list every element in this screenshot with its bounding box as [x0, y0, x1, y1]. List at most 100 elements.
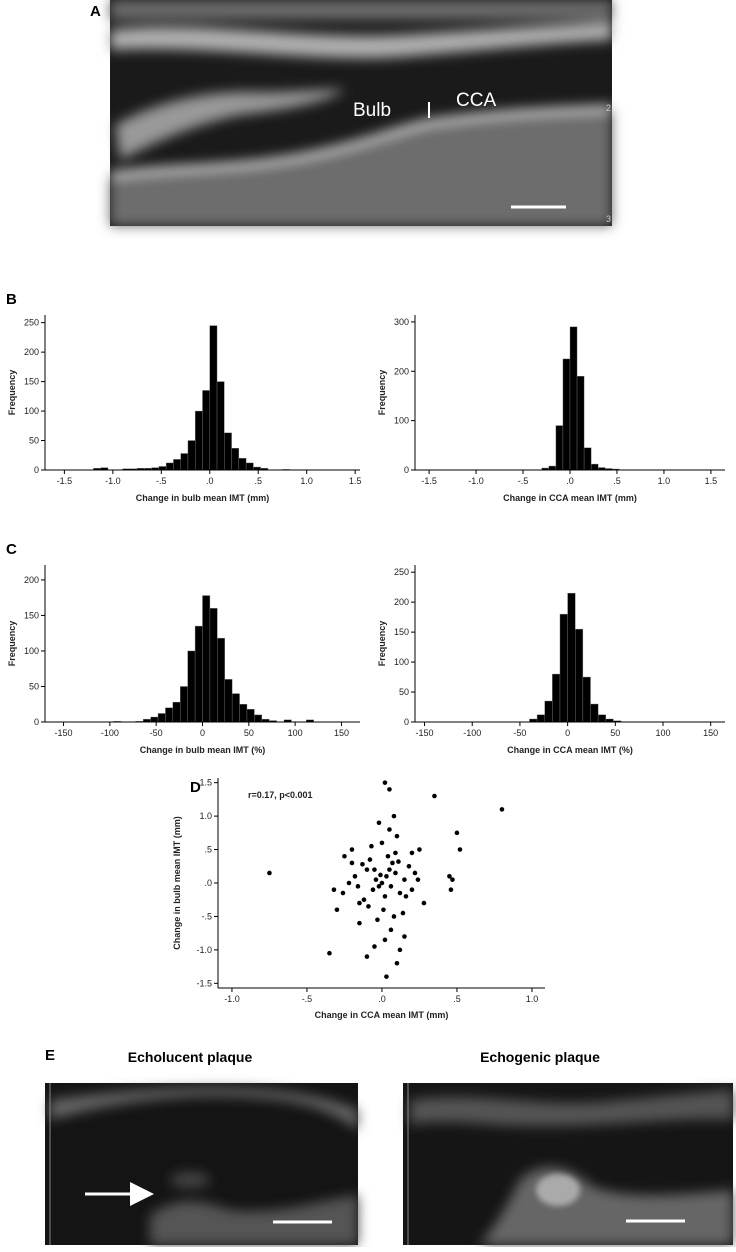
bar [239, 704, 248, 723]
bar [552, 673, 561, 723]
point [382, 780, 388, 785]
x-tick-label: 150 [703, 728, 718, 738]
point [394, 833, 400, 839]
x-tick-label: -1.5 [57, 476, 73, 486]
x-axis-title: Change in bulb mean IMT (%) [140, 745, 266, 755]
y-tick-label: 50 [29, 681, 39, 691]
y-tick-label: 200 [394, 366, 409, 376]
panel-label: A [90, 3, 101, 20]
point [376, 884, 382, 889]
bar [555, 425, 564, 471]
x-tick-label: 1.0 [300, 476, 313, 486]
bar [150, 716, 159, 723]
point [396, 859, 401, 864]
point [355, 884, 361, 889]
y-tick-label: 0 [404, 465, 409, 475]
y-tick-label: 50 [29, 436, 39, 446]
point [360, 861, 365, 867]
bar [231, 447, 240, 471]
point [382, 894, 388, 899]
x-tick-label: -150 [416, 728, 434, 738]
point [379, 840, 385, 846]
y-axis-title: Frequency [7, 370, 17, 416]
x-tick-label: 0 [200, 728, 205, 738]
bar [231, 693, 240, 723]
x-axis-title: Change in CCA mean IMT (mm) [315, 1010, 449, 1020]
y-tick-label: 1.5 [199, 778, 212, 788]
point [390, 860, 395, 866]
image-label: CCA [456, 90, 496, 111]
point [370, 887, 376, 892]
point [403, 894, 409, 899]
y-tick-label: 200 [24, 347, 39, 357]
y-tick-label: 100 [394, 657, 409, 667]
panel-label: C [6, 541, 17, 558]
image-title: Echogenic plaque [480, 1049, 600, 1065]
x-tick-label: -50 [513, 728, 526, 738]
y-tick-label: 50 [399, 687, 409, 697]
y-tick-label: 0 [404, 717, 409, 727]
point [384, 974, 389, 979]
bar [180, 453, 189, 471]
y-tick-label: 0 [34, 717, 39, 727]
point [406, 863, 412, 869]
point [366, 904, 371, 909]
x-tick-label: -50 [150, 728, 163, 738]
y-tick-label: 150 [24, 610, 39, 620]
point [352, 874, 358, 879]
bar [597, 714, 606, 723]
bar [158, 466, 167, 471]
bar [590, 463, 599, 471]
x-tick-label: .0 [378, 994, 386, 1004]
panel-label: D [190, 779, 201, 796]
point [387, 867, 392, 872]
ultrasound-image [109, 0, 613, 226]
point [454, 830, 460, 836]
bar [157, 713, 166, 723]
bar [202, 390, 210, 471]
bar [187, 650, 196, 723]
point [340, 890, 346, 896]
x-tick-label: .5 [453, 994, 461, 1004]
bar [569, 326, 578, 471]
bar [544, 700, 553, 723]
bar [590, 703, 599, 723]
y-tick-label: 1.0 [199, 811, 212, 821]
x-tick-label: -.5 [518, 476, 529, 486]
y-tick-label: 200 [394, 597, 409, 607]
point [381, 907, 386, 913]
point [367, 857, 373, 862]
ultrasound-image [403, 1083, 733, 1245]
x-tick-label: 100 [288, 728, 303, 738]
bar [246, 709, 255, 723]
x-tick-label: 0 [565, 728, 570, 738]
x-tick-label: -1.0 [105, 476, 121, 486]
point [387, 827, 392, 832]
point [364, 954, 370, 959]
point [382, 937, 388, 943]
bar [209, 325, 218, 471]
bar [202, 595, 211, 723]
x-tick-label: -.5 [302, 994, 313, 1004]
point [373, 877, 379, 882]
point [384, 874, 389, 879]
x-tick-label: -1.5 [421, 476, 437, 486]
x-axis-title: Change in CCA mean IMT (%) [507, 745, 633, 755]
point [372, 944, 377, 949]
panel-label: B [6, 291, 17, 308]
point [393, 850, 398, 856]
image-label: Bulb [353, 100, 391, 121]
point [364, 867, 370, 872]
annotation: r=0.17, p<0.001 [248, 790, 313, 800]
x-tick-label: .0 [566, 476, 574, 486]
bar [194, 625, 203, 723]
point [397, 947, 403, 953]
bar [245, 462, 254, 471]
y-tick-label: 200 [24, 575, 39, 585]
y-tick-label: 150 [24, 377, 39, 387]
x-tick-label: -100 [463, 728, 481, 738]
point [369, 843, 374, 849]
point [447, 874, 452, 879]
x-tick-label: -100 [101, 728, 119, 738]
x-tick-label: -150 [55, 728, 73, 738]
